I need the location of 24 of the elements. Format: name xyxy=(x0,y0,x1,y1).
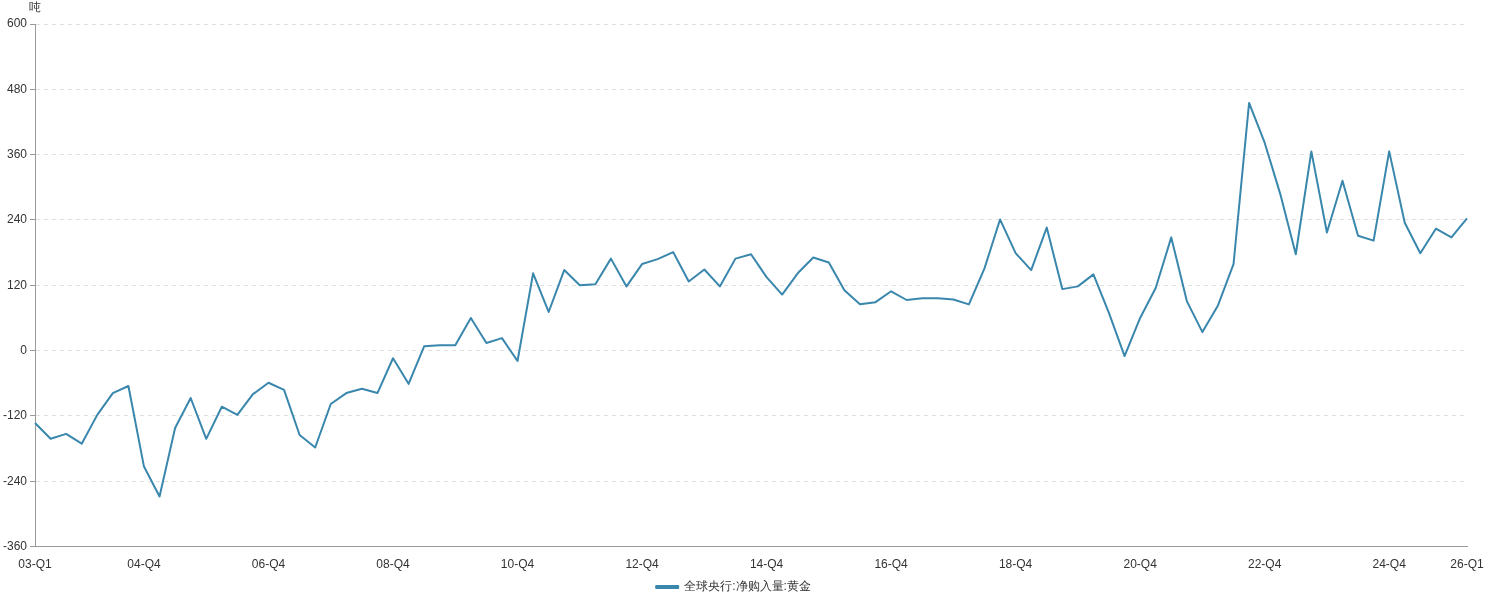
x-tick-label: 14-Q4 xyxy=(749,557,784,572)
y-tick-label: -240 xyxy=(2,473,28,488)
x-tick-label: 18-Q4 xyxy=(998,557,1033,572)
y-tick-label: -360 xyxy=(2,538,28,553)
x-tick-label: 10-Q4 xyxy=(500,557,535,572)
x-tick-label: 12-Q4 xyxy=(625,557,660,572)
y-tick-label: 240 xyxy=(6,212,28,227)
y-tick-label: 600 xyxy=(6,16,28,31)
y-tick-label: 480 xyxy=(6,81,28,96)
x-tick-label: 20-Q4 xyxy=(1123,557,1158,572)
x-tick-label: 06-Q4 xyxy=(251,557,286,572)
x-tick-label: 24-Q4 xyxy=(1372,557,1407,572)
x-tick-label: 04-Q4 xyxy=(127,557,161,572)
y-tick-label: 120 xyxy=(6,277,28,292)
y-tick-label: 360 xyxy=(6,146,28,161)
legend-label: 全球央行:净购入量:黄金 xyxy=(684,579,811,594)
x-tick-label: 03-Q1 xyxy=(18,557,53,572)
y-tick-label: -120 xyxy=(2,408,28,423)
x-tick-label: 26-Q1 xyxy=(1450,557,1484,572)
x-tick-label: 22-Q4 xyxy=(1247,557,1282,572)
x-tick-label: 16-Q4 xyxy=(874,557,909,572)
y-axis-title: 吨 xyxy=(29,0,42,15)
x-tick-label: 08-Q4 xyxy=(376,557,411,572)
y-tick-label: 0 xyxy=(20,342,28,357)
